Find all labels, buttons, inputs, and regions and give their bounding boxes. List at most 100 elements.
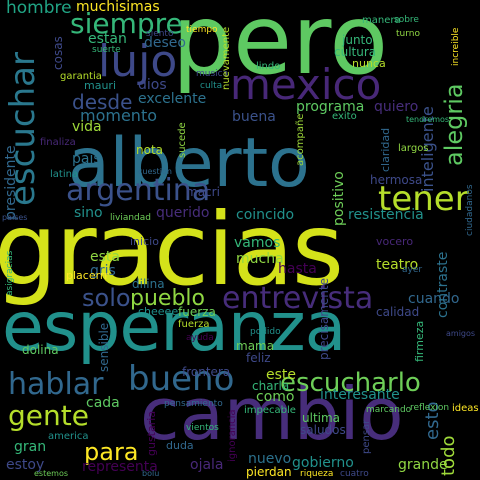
word-desde: desde: [72, 90, 133, 114]
word-nota: nota: [136, 143, 164, 157]
word-america: america: [48, 431, 89, 442]
word-culta: culta: [200, 81, 223, 91]
word-momento: momento: [80, 106, 158, 125]
word-reflexion: reflexion: [410, 403, 450, 413]
word-hasta: hasta: [278, 261, 317, 277]
word-excelente: excelente: [138, 91, 207, 107]
word-nuevamente: nuevamente: [221, 26, 232, 90]
word-coincido: coincido: [236, 207, 295, 223]
word-cuatro: cuatro: [340, 469, 369, 479]
word-programa: programa: [296, 99, 365, 115]
word-vocero: vocero: [376, 235, 414, 248]
word-gente: gente: [8, 399, 89, 432]
word-vientos: vientos: [186, 423, 219, 433]
word-cheeee: cheeee: [138, 305, 179, 318]
word-podido: podido: [250, 327, 281, 337]
word-increible: increible: [451, 27, 461, 66]
word-presidente: presidente: [3, 145, 19, 220]
word-ultima: ultima: [302, 411, 341, 425]
word-liviandad: liviandad: [110, 213, 151, 223]
word-marcando: marcando: [366, 405, 412, 415]
word-gracias: gracias: [0, 191, 344, 308]
word-interesante: interesante: [320, 387, 400, 403]
word-escucharlo: escucharlo: [280, 368, 421, 398]
word-dilina: dilina: [132, 277, 165, 291]
word-macri: macri: [186, 185, 220, 199]
word-estan: estan: [88, 31, 127, 47]
word-para: para: [84, 438, 139, 466]
word-firmeza: firmeza: [413, 320, 426, 362]
word-precisamente: precisamente: [317, 278, 331, 360]
word-quiero: quiero: [374, 99, 419, 115]
word-impecable: impecable: [244, 405, 296, 416]
word-amigos: amigos: [446, 329, 476, 338]
word-gris: gris: [90, 263, 116, 279]
word-contraste: contraste: [435, 251, 451, 318]
word-vida: vida: [72, 119, 102, 135]
word-sensible: sensible: [97, 322, 111, 372]
word-dolina: dolina: [22, 343, 59, 357]
word-deseo: deseo: [144, 35, 186, 51]
word-cambio: cambio: [140, 372, 404, 456]
word-lindo: lindo: [256, 61, 281, 72]
word-ignorancia: ignorancia: [227, 409, 238, 462]
word-muchisimas: muchisimas: [76, 0, 160, 15]
word-cada: cada: [86, 395, 120, 411]
word-hablar: hablar: [8, 367, 104, 402]
word-ayer: ayer: [402, 265, 423, 275]
word-paises: paises: [2, 213, 28, 222]
word-tiempo: tiempo: [186, 25, 218, 35]
word-vamos: vamos: [234, 235, 281, 251]
word-pensar: pensar: [361, 419, 372, 454]
word-bueno: bueno: [128, 359, 235, 399]
word-entrevista: entrevista: [222, 281, 374, 316]
word-tendremos: tendremos: [406, 115, 450, 124]
word-asigracias: asigracias: [5, 250, 15, 296]
word-calidad: calidad: [376, 305, 420, 319]
word-positivo: positivo: [331, 171, 347, 226]
word-hombre: hombre: [6, 0, 72, 18]
word-esta: esta: [90, 249, 120, 265]
word-hermosa: hermosa: [370, 173, 423, 187]
word-buena: buena: [232, 109, 276, 125]
word-gustaria: gustaria: [145, 410, 158, 456]
word-bolu: bolu: [142, 469, 160, 478]
word-nuevo: nuevo: [248, 451, 292, 467]
word-teatro: teatro: [376, 257, 419, 273]
word-manera: manera: [362, 15, 401, 26]
word-cosas: cosas: [51, 36, 65, 70]
word-fuerza: fuerza: [178, 305, 216, 319]
word-frontera: frontera: [182, 365, 231, 379]
word-esperanza: esperanza: [2, 288, 346, 367]
word-nunca: nunca: [352, 57, 386, 70]
word-sucede: sucede: [177, 122, 188, 158]
word-fuerza-2: fuerza: [178, 319, 210, 330]
word-cultura: cultura: [334, 45, 377, 59]
word-querido: querido: [156, 205, 210, 221]
word-acompane: acompañe: [295, 113, 306, 166]
word-ayuda: ayuda: [186, 333, 214, 343]
word-saludos: saludos: [300, 423, 346, 437]
word-dios: dios: [138, 77, 167, 93]
word-turno: turno: [396, 29, 420, 39]
word-ciudadanos: ciudadanos: [465, 184, 475, 236]
word-siento: siento: [146, 29, 174, 39]
word-pero: pero: [172, 0, 389, 96]
word-mama: mama: [236, 339, 275, 353]
word-alberto: alberto: [68, 124, 310, 203]
word-pais: pais: [72, 151, 101, 167]
word-musica: musica: [196, 69, 229, 79]
word-junto: junto: [342, 33, 373, 47]
word-pueblo: pueblo: [130, 286, 205, 311]
word-exito: exito: [332, 111, 357, 122]
word-lujo: lujo: [98, 36, 178, 87]
word-largos: largos: [398, 143, 429, 154]
word-representa: representa: [82, 459, 158, 475]
word-todo: todo: [438, 435, 459, 476]
word-estemos: estemos: [34, 469, 69, 478]
word-siempre: siempre: [70, 7, 183, 40]
word-suerte: suerte: [92, 45, 121, 55]
word-mucha: mucha: [236, 251, 284, 267]
word-garantia: garantia: [60, 71, 102, 82]
